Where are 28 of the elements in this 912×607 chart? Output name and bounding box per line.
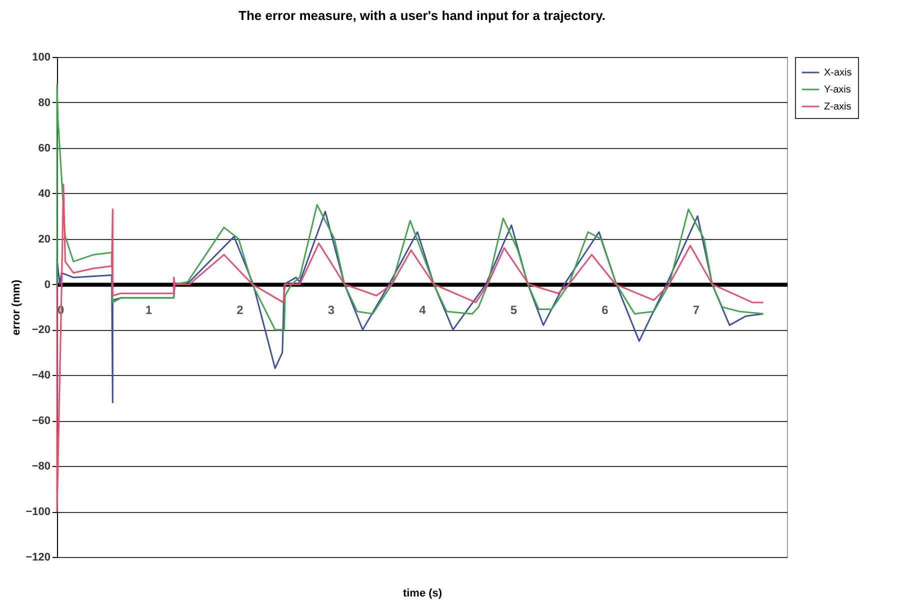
- y-tick-label: 80: [38, 96, 50, 109]
- x-tick-label: 6: [602, 302, 609, 317]
- line-series: [56, 210, 764, 404]
- y-tick-label: −120: [26, 552, 50, 564]
- legend-label: X-axis: [824, 68, 852, 78]
- x-tick-label: 3: [328, 302, 335, 317]
- chart-title: The error measure, with a user's hand input for a trajectory.: [238, 8, 606, 23]
- x-tick-label: 7: [692, 302, 700, 317]
- x-tick-label: 2: [236, 302, 244, 317]
- legend-label: Z-axis: [824, 102, 852, 112]
- y-tick-label: 20: [38, 233, 50, 246]
- legend-label: Y-axis: [824, 84, 851, 96]
- y-tick-label: 100: [32, 52, 50, 64]
- y-tick-label: 40: [38, 188, 50, 200]
- y-tick-label: −100: [26, 506, 50, 518]
- y-tick-label: −80: [32, 460, 50, 473]
- y-tick-label: −40: [32, 370, 50, 382]
- y-tick-label: −60: [32, 415, 50, 428]
- x-tick-label: 5: [510, 302, 518, 317]
- x-axis-title: time (s): [402, 588, 442, 600]
- x-tick-label: 4: [419, 302, 426, 317]
- y-tick-label: 60: [38, 142, 50, 154]
- y-tick-label: −20: [32, 324, 50, 336]
- line-series: [56, 84, 764, 330]
- x-tick-label: 1: [145, 302, 152, 317]
- line-series: [56, 184, 764, 512]
- y-tick-label: 0: [44, 278, 50, 291]
- y-axis-title: error (mm): [10, 279, 23, 336]
